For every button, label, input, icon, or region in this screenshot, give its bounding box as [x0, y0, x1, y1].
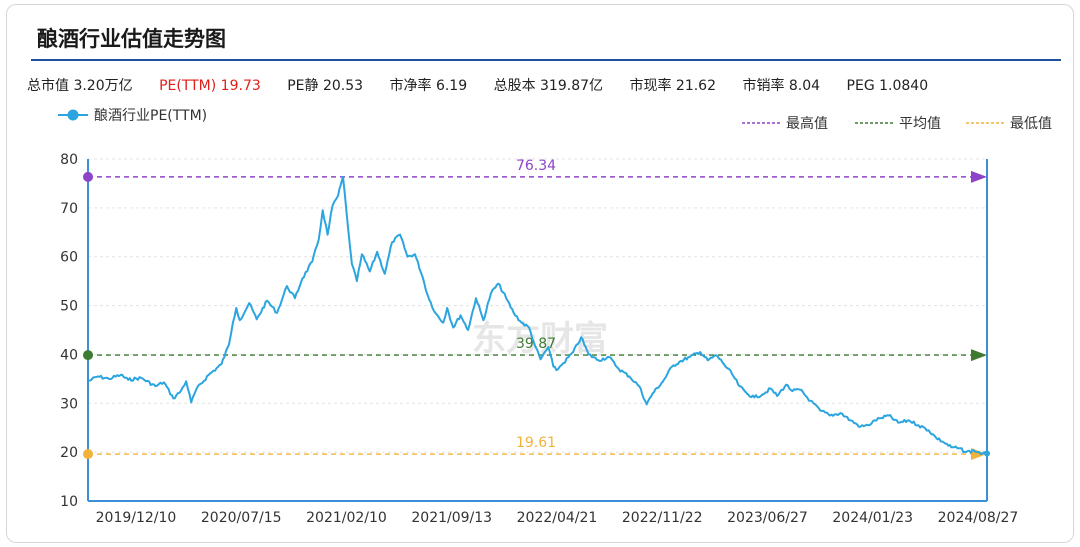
legend: 酿酒行业PE(TTM) 最高值 平均值 最低值 [58, 108, 1052, 132]
stat-pe-ttm: PE(TTM) 19.73 [159, 78, 261, 94]
stat-total-shares: 总股本 319.87亿 [493, 78, 604, 94]
stat-pe-static: PE静 20.53 [287, 78, 364, 94]
ref-line-end-arrow-1 [971, 170, 987, 183]
legend-ref-label-3: 最低值 [1010, 116, 1052, 132]
x-tick-label-5: 2022/04/21 [517, 510, 598, 526]
ref-line-start-dot-1 [83, 171, 93, 182]
legend-series-label: 酿酒行业PE(TTM) [94, 108, 207, 124]
ref-line-start-dot-3 [83, 449, 93, 460]
reference-lines: 76.34 39.87 19.61 [83, 158, 987, 461]
grid-lines [88, 158, 987, 453]
y-tick-label-40: 40 [60, 347, 78, 363]
y-tick-label-80: 80 [60, 152, 78, 168]
stats-bar: 总市值 3.20万亿 PE(TTM) 19.73 PE静 20.53 市净率 6… [27, 75, 950, 95]
x-tick-label-9: 2024/08/27 [938, 510, 1019, 526]
series-layer [87, 175, 990, 457]
title-divider [31, 59, 1061, 61]
watermark-logo: 东方财富 [472, 319, 608, 359]
x-tick-label-8: 2024/01/23 [832, 510, 913, 526]
stat-ps: 市销率 8.04 [742, 78, 821, 94]
ref-line-label-1: 76.34 [516, 158, 556, 174]
x-tick-label-3: 2021/02/10 [306, 510, 387, 526]
chart-card: 酿酒行业估值走势图 总市值 3.20万亿 PE(TTM) 19.73 PE静 2… [6, 4, 1074, 543]
stat-total-market-cap: 总市值 3.20万亿 [27, 78, 133, 94]
legend-ref-label-1: 最高值 [786, 115, 828, 132]
x-tick-label-4: 2021/09/13 [411, 510, 492, 526]
series-line-pe-ttm [87, 175, 988, 456]
x-tick-label-2: 2020/07/15 [201, 510, 282, 526]
y-tick-label-60: 60 [60, 250, 78, 266]
y-tick-label-70: 70 [60, 201, 78, 217]
y-tick-label-30: 30 [60, 396, 78, 412]
y-tick-label-10: 10 [60, 494, 78, 510]
axes: 10 20 30 40 50 60 70 80 2019/12/10 2020/07/15 2021… [60, 152, 1018, 526]
ref-line-label-3: 19.61 [516, 435, 556, 451]
x-tick-label-1: 2019/12/10 [96, 510, 177, 526]
y-tick-label-50: 50 [60, 299, 78, 315]
stat-peg: PEG 1.0840 [846, 78, 929, 94]
page-title: 酿酒行业估值走势图 [37, 27, 226, 51]
legend-ref-label-2: 平均值 [899, 116, 941, 132]
y-tick-label-20: 20 [60, 445, 78, 461]
x-tick-label-6: 2022/11/22 [622, 510, 703, 526]
ref-line-end-arrow-2 [971, 349, 987, 362]
stat-pcf: 市现率 21.62 [629, 78, 716, 94]
ref-line-label-2: 39.87 [516, 336, 556, 352]
series-end-point [984, 450, 990, 457]
legend-series-marker [67, 109, 79, 121]
x-tick-label-7: 2023/06/27 [727, 510, 808, 526]
stat-pb: 市净率 6.19 [389, 78, 468, 94]
ref-line-start-dot-2 [83, 350, 93, 361]
